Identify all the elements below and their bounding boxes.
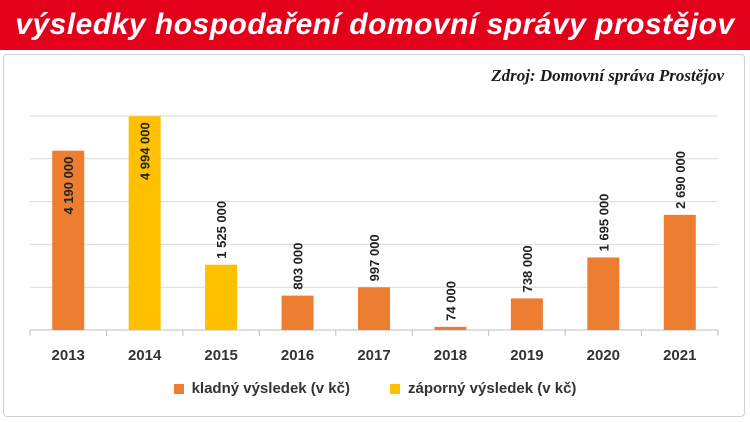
value-label-2015: 1 525 000 — [214, 201, 229, 259]
bar-2014 — [128, 116, 161, 330]
value-label-2018: 74 000 — [443, 281, 458, 321]
title-banner — [0, 0, 750, 50]
x-tick-label-2021: 2021 — [663, 347, 696, 364]
legend-item-negative: záporný výsledek (v kč) — [390, 380, 576, 397]
bar-2016 — [281, 295, 314, 330]
value-label-2014: 4 994 000 — [138, 122, 153, 180]
bar-2021 — [663, 214, 696, 330]
x-tick-label-2017: 2017 — [357, 347, 390, 364]
x-tick-label-2014: 2014 — [128, 347, 162, 364]
source-note: Zdroj: Domovní správa Prostějov — [491, 66, 724, 85]
legend-item-positive: kladný výsledek (v kč) — [173, 380, 350, 397]
legend-swatch-negative — [390, 383, 400, 394]
x-tick-label-2018: 2018 — [434, 347, 467, 364]
bar-2018 — [434, 326, 467, 330]
value-label-2017: 997 000 — [367, 234, 382, 281]
x-tick-label-2013: 2013 — [52, 347, 85, 364]
x-tick-label-2015: 2015 — [204, 347, 237, 364]
value-label-2016: 803 000 — [291, 243, 306, 290]
legend-label-positive: kladný výsledek (v kč) — [191, 380, 350, 397]
x-tick-label-2019: 2019 — [510, 347, 543, 364]
chart-legend: kladný výsledek (v kč) záporný výsledek … — [0, 380, 750, 397]
chart-frame — [3, 54, 745, 417]
bar-2015 — [205, 264, 238, 330]
value-label-2021: 2 690 000 — [673, 151, 688, 209]
x-tick-label-2020: 2020 — [587, 347, 620, 364]
bar-2017 — [358, 287, 390, 330]
value-label-2020: 1 695 000 — [596, 194, 611, 252]
value-label-2019: 738 000 — [520, 245, 535, 292]
bar-2020 — [587, 257, 620, 330]
legend-label-negative: záporný výsledek (v kč) — [408, 380, 577, 397]
value-label-2013: 4 190 000 — [61, 157, 76, 215]
page-title: výsledky hospodaření domovní správy pros… — [15, 8, 735, 41]
bar-2013 — [52, 150, 85, 330]
legend-swatch-positive — [173, 383, 184, 394]
bar-2019 — [510, 298, 543, 330]
x-tick-label-2016: 2016 — [281, 347, 314, 364]
